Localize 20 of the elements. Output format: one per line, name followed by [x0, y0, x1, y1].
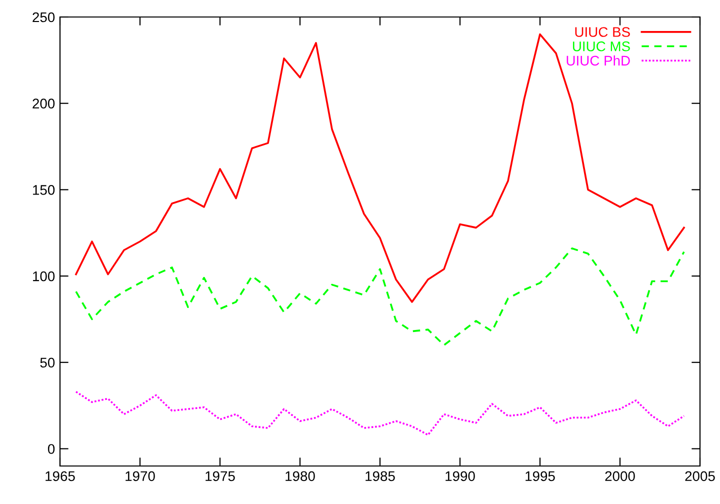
legend-label: UIUC PhD: [566, 55, 630, 66]
y-tick-label: 200: [32, 98, 55, 109]
x-tick-label: 1985: [366, 471, 395, 482]
x-tick-label: 1965: [46, 471, 75, 482]
x-tick-label: 2005: [685, 471, 715, 482]
x-tick-label: 1970: [126, 471, 155, 482]
line-series: [75, 248, 685, 346]
y-tick-label: 50: [40, 358, 55, 368]
y-tick-label: 0: [48, 444, 55, 454]
legend-label: UIUC MS: [572, 41, 630, 52]
x-tick-label: 2000: [605, 471, 635, 482]
x-tick-label: 1990: [446, 471, 475, 482]
line-series: [75, 390, 685, 436]
x-tick-label: 1980: [286, 471, 315, 482]
legend-label: UIUC BS: [575, 27, 630, 37]
y-tick-label: 100: [33, 271, 55, 282]
y-tick-label: 150: [33, 185, 55, 195]
y-tick-label: 250: [32, 12, 55, 22]
x-tick-label: 1975: [206, 471, 235, 482]
x-tick-label: 1995: [526, 471, 555, 482]
